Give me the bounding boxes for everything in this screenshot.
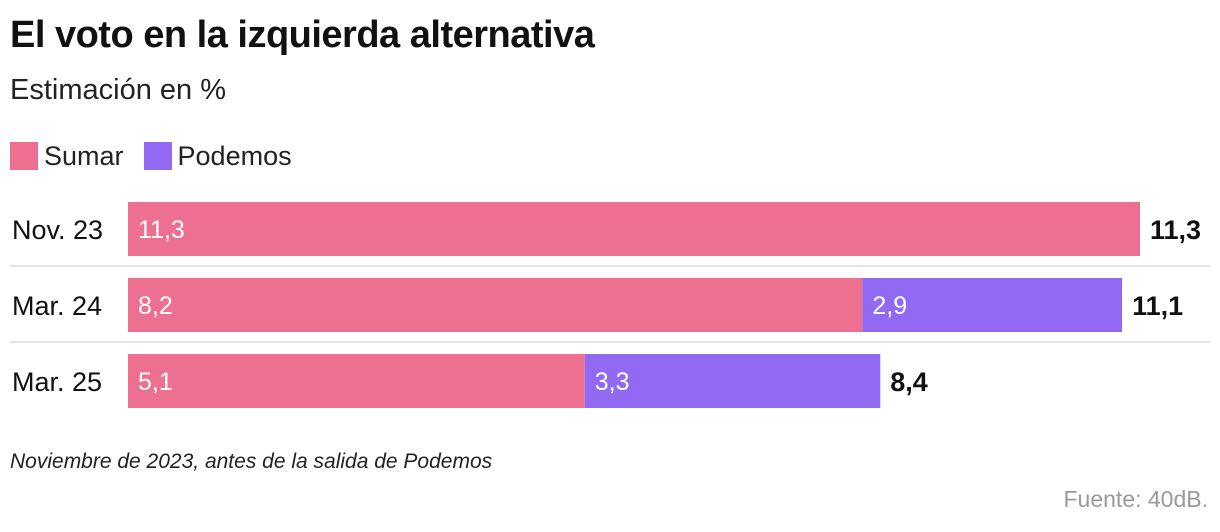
- bar-sumar: [128, 354, 585, 408]
- chart-source: Fuente: 40dB.: [1063, 486, 1209, 512]
- bar-value-label: 8,2: [138, 292, 173, 320]
- legend-swatch-podemos: [143, 142, 172, 170]
- total-label: 8,4: [890, 367, 928, 397]
- legend-label-podemos: Podemos: [177, 140, 292, 171]
- bar-podemos: [862, 278, 1123, 332]
- legend-item-sumar: Sumar: [10, 141, 124, 172]
- bar-sumar: [128, 202, 1140, 256]
- legend-item-podemos: Podemos: [143, 140, 292, 172]
- legend: Sumar Podemos: [10, 140, 312, 172]
- bar-value-label: 2,9: [872, 292, 907, 320]
- total-label: 11,3: [1150, 215, 1201, 245]
- bar-podemos: [584, 354, 881, 408]
- chart-title: El voto en la izquierda alternativa: [10, 14, 595, 56]
- bar-sumar: [128, 278, 863, 332]
- chart-footnote: Noviembre de 2023, antes de la salida de…: [10, 450, 493, 473]
- legend-swatch-sumar: [10, 142, 38, 170]
- category-label: Mar. 25: [12, 367, 102, 397]
- bar-value-label: 11,3: [138, 216, 185, 244]
- category-label: Nov. 23: [12, 215, 103, 245]
- legend-label-sumar: Sumar: [44, 140, 124, 171]
- bar-value-label: 3,3: [595, 368, 630, 396]
- category-label: Mar. 24: [12, 291, 102, 321]
- chart-subtitle: Estimación en %: [10, 74, 226, 106]
- bar-value-label: 5,1: [138, 368, 173, 396]
- total-label: 11,1: [1132, 291, 1183, 321]
